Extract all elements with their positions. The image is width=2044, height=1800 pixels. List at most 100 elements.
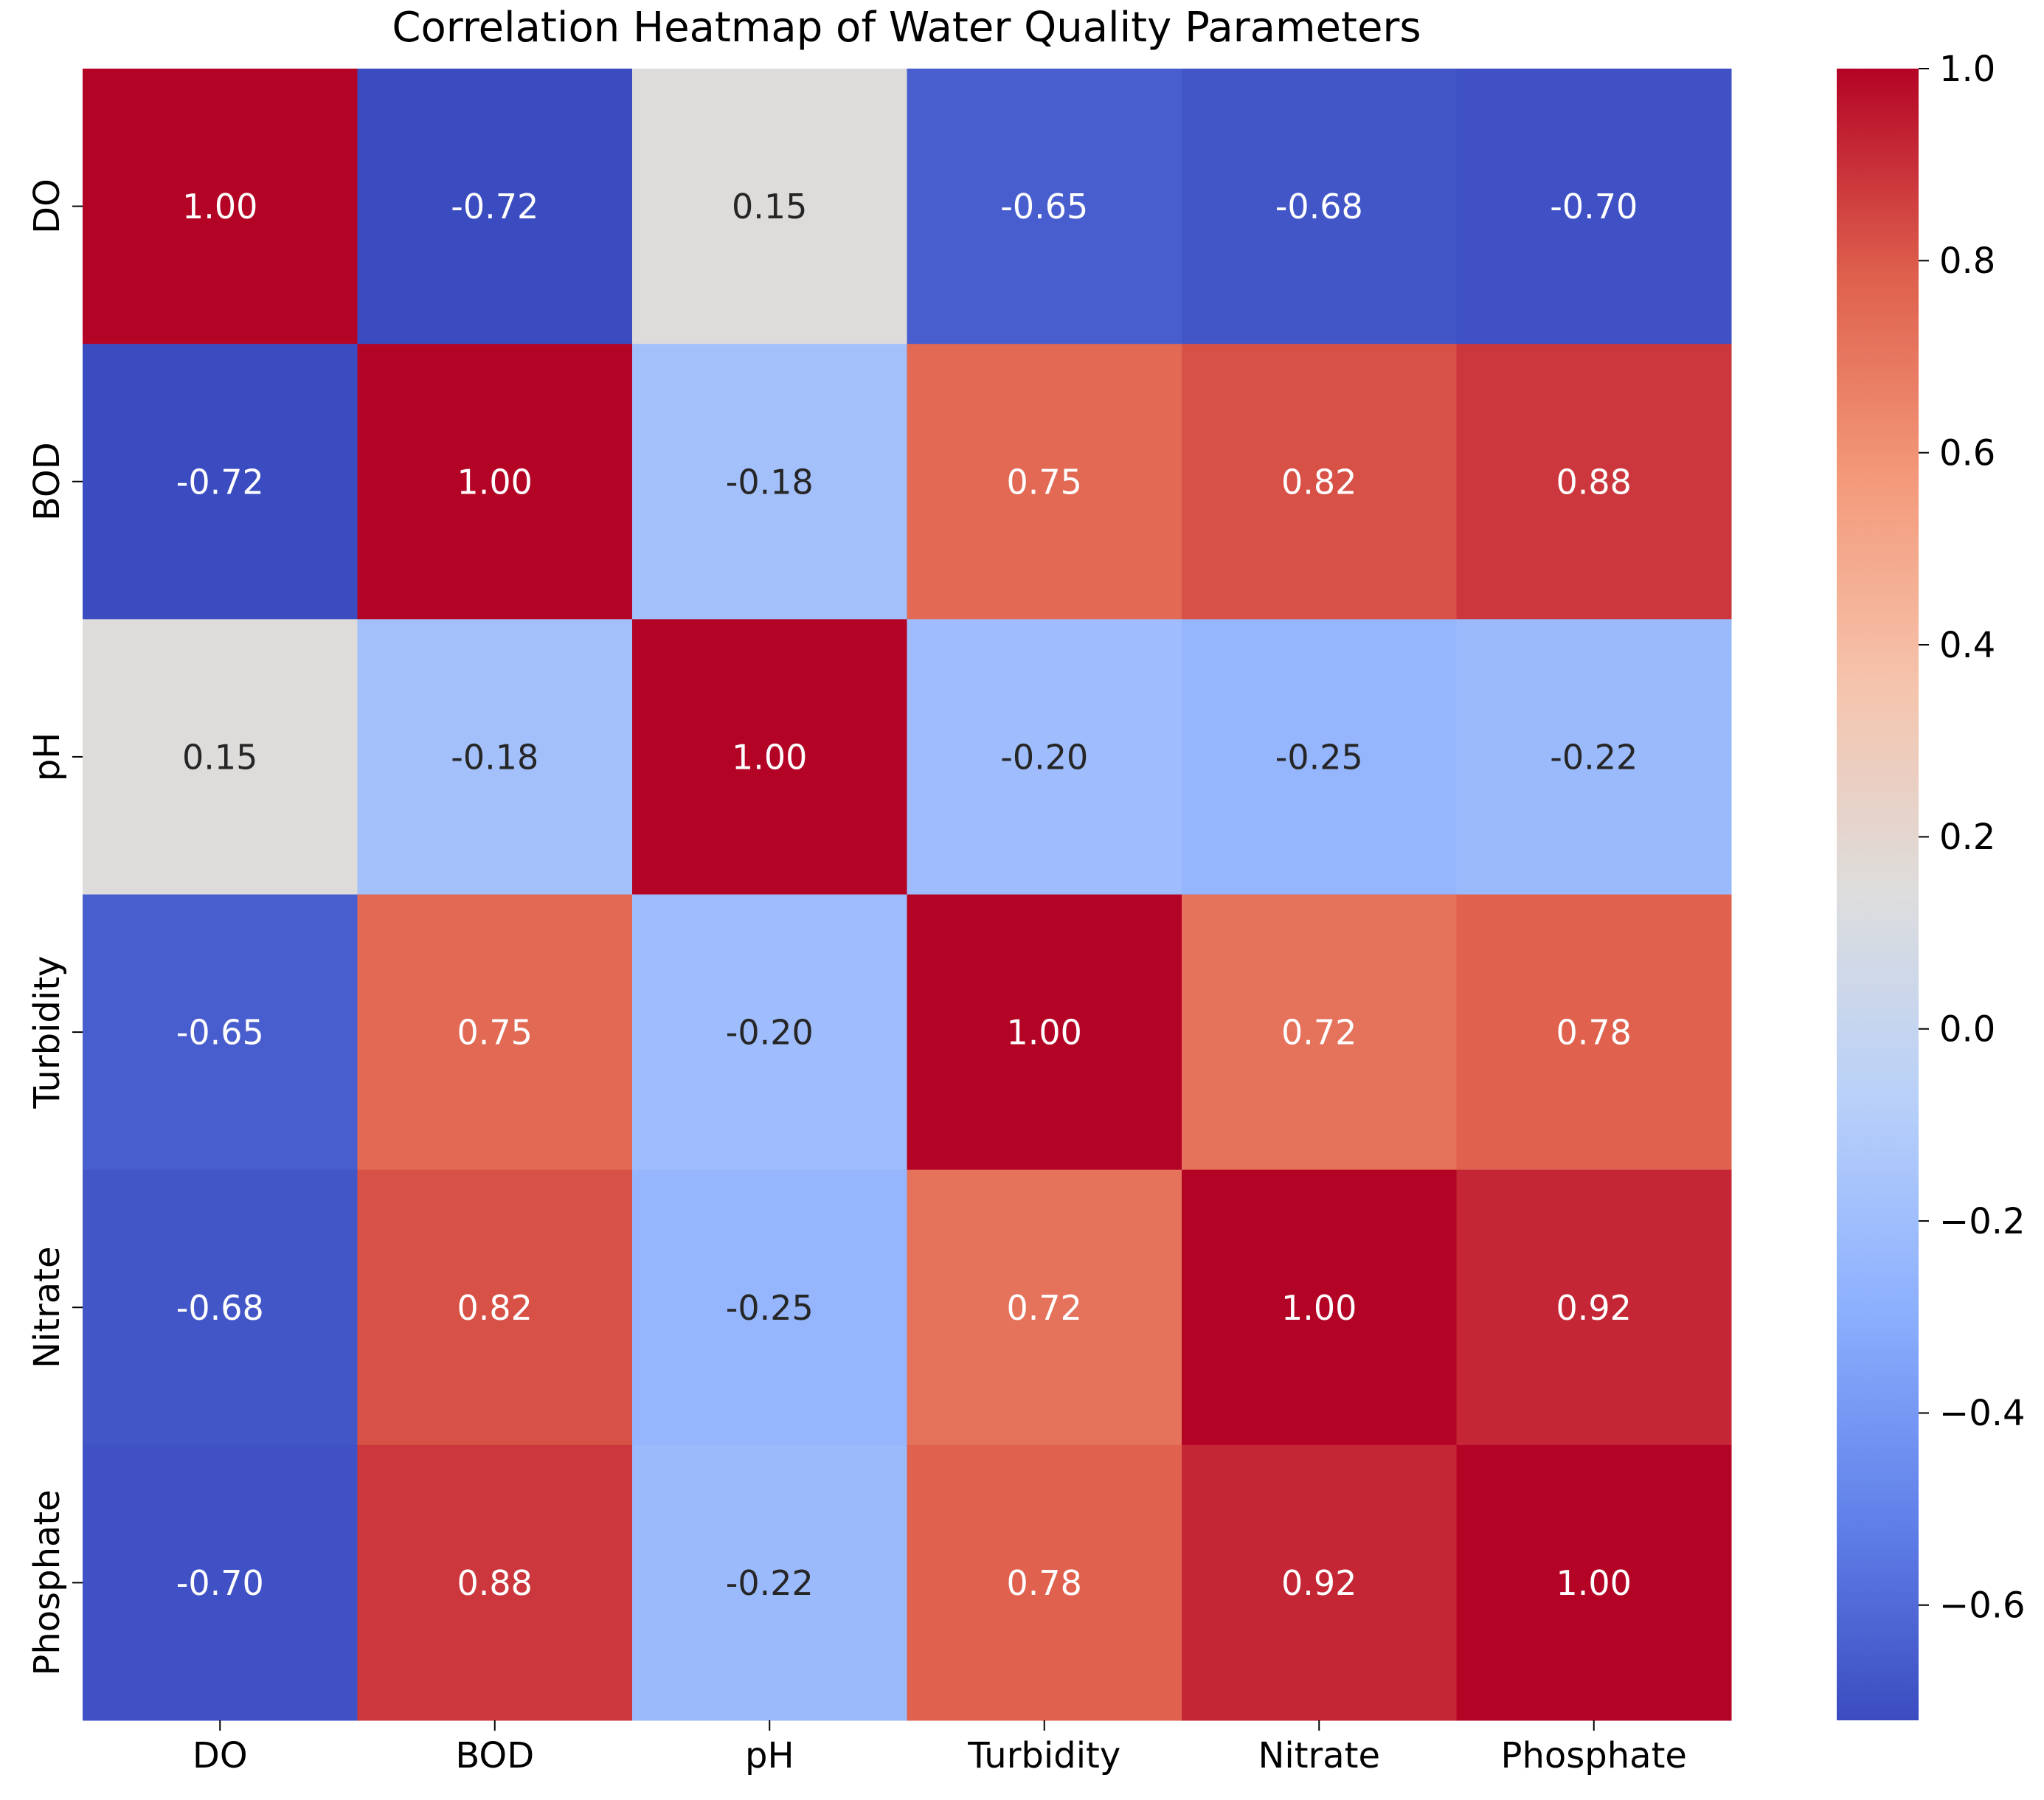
- cell-value-labels: 1.00 -0.72 0.15 -0.65 -0.68 -0.70 -0.72 1.00 -0.…: [176, 187, 1638, 1603]
- x-tick-label: Phosphate: [1501, 1735, 1687, 1776]
- heatmap-cell: [632, 894, 907, 1171]
- y-tick-label: Turbidity: [27, 956, 68, 1110]
- cell-value-label: -0.18: [451, 737, 538, 777]
- cell-value-label: 1.00: [1281, 1288, 1357, 1328]
- heatmap-cell: [1182, 1169, 1457, 1446]
- y-tick-label: DO: [27, 179, 68, 234]
- cell-value-label: -0.70: [176, 1563, 264, 1603]
- cell-value-label: -0.72: [451, 187, 538, 226]
- cell-value-label: -0.72: [176, 462, 264, 502]
- colorbar-tick-label: 1.0: [1939, 49, 1995, 90]
- heatmap-cell: [1182, 894, 1457, 1171]
- cell-value-label: -0.20: [1000, 737, 1088, 777]
- heatmap-cell: [1456, 344, 1732, 620]
- cell-value-label: -0.20: [726, 1013, 814, 1053]
- cell-value-label: 1.00: [457, 462, 533, 502]
- heatmap-cell: [1456, 1169, 1732, 1446]
- heatmap-cell: [907, 69, 1182, 345]
- heatmap-cell: [1182, 69, 1457, 345]
- heatmap-cell: [907, 894, 1182, 1171]
- heatmap-cell: [357, 619, 633, 895]
- heatmap-cell: [83, 1444, 358, 1721]
- x-tick-label: BOD: [455, 1735, 534, 1776]
- heatmap-cells: [83, 69, 1732, 1721]
- colorbar-tick-label: −0.2: [1939, 1201, 2026, 1242]
- cell-value-label: -0.70: [1550, 187, 1638, 226]
- heatmap-cell: [83, 619, 358, 895]
- colorbar-tick-label: 0.0: [1939, 1009, 1995, 1050]
- heatmap-cell: [1182, 344, 1457, 620]
- x-axis: DO BOD pH Turbidity Nitrate Phosphate: [193, 1720, 1687, 1776]
- cell-value-label: 1.00: [182, 187, 257, 226]
- heatmap-cell: [1182, 1444, 1457, 1721]
- x-tick-label: DO: [193, 1735, 248, 1776]
- cell-value-label: 0.88: [1556, 462, 1632, 502]
- y-axis: DO BOD pH Turbidity Nitrate Phosphate: [27, 179, 83, 1676]
- colorbar-gradient: [1837, 69, 1919, 1720]
- heatmap-cell: [83, 894, 358, 1171]
- heatmap-cell: [632, 344, 907, 620]
- chart-title: Correlation Heatmap of Water Quality Par…: [392, 4, 1421, 52]
- colorbar-tick-label: −0.4: [1939, 1393, 2026, 1434]
- x-tick-label: Nitrate: [1258, 1735, 1380, 1776]
- heatmap-cell: [1456, 894, 1732, 1171]
- cell-value-label: 1.00: [732, 737, 807, 777]
- heatmap-cell: [632, 619, 907, 895]
- cell-value-label: 0.15: [182, 737, 257, 777]
- cell-value-label: 0.82: [1281, 462, 1357, 502]
- heatmap-cell: [357, 344, 633, 620]
- cell-value-label: -0.65: [1000, 187, 1088, 226]
- heatmap-cell: [1182, 619, 1457, 895]
- colorbar-tick-label: 0.4: [1939, 625, 1995, 666]
- heatmap-cell: [632, 1169, 907, 1446]
- x-tick-label: pH: [745, 1735, 794, 1776]
- cell-value-label: 0.92: [1281, 1563, 1357, 1603]
- heatmap-cell: [632, 69, 907, 345]
- cell-value-label: 0.75: [1007, 462, 1082, 502]
- x-tick-label: Turbidity: [967, 1735, 1120, 1776]
- cell-value-label: -0.22: [1550, 737, 1638, 777]
- colorbar-tick-label: 0.2: [1939, 817, 1995, 858]
- cell-value-label: 1.00: [1007, 1013, 1082, 1053]
- heatmap-cell: [1456, 69, 1732, 345]
- heatmap-cell: [357, 894, 633, 1171]
- cell-value-label: 0.78: [1556, 1013, 1632, 1053]
- heatmap-cell: [83, 69, 358, 345]
- colorbar: 1.0 0.8 0.6 0.4 0.2 0.0 −0.2 −0.4 −0.6: [1837, 49, 2026, 1720]
- cell-value-label: -0.68: [1275, 187, 1363, 226]
- cell-value-label: 0.72: [1281, 1013, 1357, 1053]
- heatmap-cell: [907, 619, 1182, 895]
- cell-value-label: -0.65: [176, 1013, 264, 1053]
- cell-value-label: 0.78: [1007, 1563, 1082, 1603]
- heatmap-cell: [83, 344, 358, 620]
- heatmap-cell: [357, 69, 633, 345]
- cell-value-label: 0.15: [732, 187, 807, 226]
- heatmap-cell: [632, 1444, 907, 1721]
- y-tick-label: Nitrate: [27, 1246, 68, 1368]
- colorbar-tick-label: −0.6: [1939, 1585, 2026, 1627]
- heatmap-cell: [907, 344, 1182, 620]
- colorbar-tick-label: 0.6: [1939, 432, 1995, 474]
- heatmap-cell: [1456, 1444, 1732, 1721]
- heatmap-cell: [357, 1444, 633, 1721]
- heatmap-cell: [907, 1169, 1182, 1446]
- heatmap-cell: [357, 1169, 633, 1446]
- cell-value-label: 0.92: [1556, 1288, 1632, 1328]
- cell-value-label: -0.25: [726, 1288, 814, 1328]
- cell-value-label: 0.75: [457, 1013, 533, 1053]
- cell-value-label: 0.82: [457, 1288, 533, 1328]
- cell-value-label: -0.22: [726, 1563, 814, 1603]
- heatmap-cell: [83, 1169, 358, 1446]
- y-tick-label: BOD: [27, 442, 68, 521]
- cell-value-label: 1.00: [1556, 1563, 1632, 1603]
- heatmap-cell: [907, 1444, 1182, 1721]
- colorbar-tick-label: 0.8: [1939, 240, 1995, 282]
- cell-value-label: 0.88: [457, 1563, 533, 1603]
- y-tick-label: Phosphate: [27, 1489, 68, 1675]
- cell-value-label: -0.68: [176, 1288, 264, 1328]
- heatmap-cell: [1456, 619, 1732, 895]
- y-tick-label: pH: [27, 733, 68, 782]
- cell-value-label: 0.72: [1007, 1288, 1082, 1328]
